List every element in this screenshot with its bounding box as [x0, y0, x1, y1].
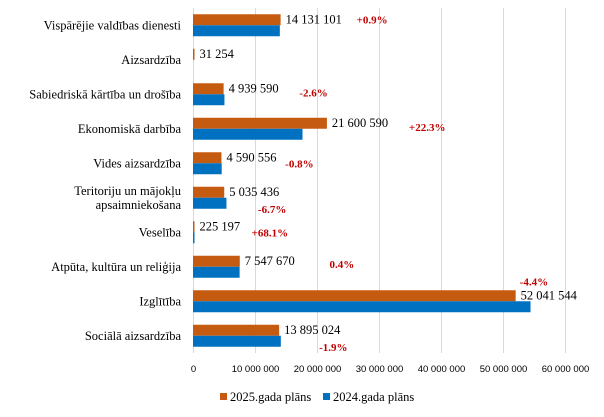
bars	[193, 14, 531, 347]
bar-2025	[193, 255, 240, 267]
legend-swatch	[220, 393, 227, 400]
change-labels: +0.9% -2.6% +22.3% -0.8% -6.7% +68.1% 0.4% -4.4…	[252, 14, 548, 354]
bar-2024	[193, 25, 280, 37]
category-label: Veselība	[139, 225, 182, 239]
bar-2025	[193, 186, 225, 198]
value-label: 225 197	[200, 219, 241, 233]
bar-2025	[193, 221, 195, 233]
category-label: Izglītība	[139, 294, 181, 308]
bar-2024	[193, 266, 240, 278]
x-tick-label: 30 000 000	[356, 364, 404, 375]
bar-2025	[193, 48, 195, 60]
bar-2024	[193, 335, 281, 347]
bar-2025	[193, 290, 516, 302]
value-label: 7 547 670	[245, 254, 295, 268]
value-label: 4 590 556	[226, 150, 276, 164]
bar-2025	[193, 152, 222, 164]
value-label: 52 041 544	[521, 288, 578, 302]
category-label: Teritoriju un mājokļu	[74, 184, 181, 198]
value-label: 5 035 436	[229, 185, 279, 199]
bar-2025	[193, 117, 327, 129]
change-label: -6.7%	[258, 204, 286, 216]
change-label: -1.9%	[319, 342, 347, 354]
category-label: Atpūta, kultūra un reliģija	[51, 260, 181, 274]
bar-2024	[193, 128, 303, 140]
legend-label: 2025.gada plāns	[230, 390, 311, 404]
category-label: Ekonomiskā darbība	[78, 122, 182, 136]
legend-label: 2024.gada plāns	[333, 390, 414, 404]
change-label: +0.9%	[357, 14, 388, 26]
category-label: Vides aizsardzība	[93, 156, 181, 170]
legend: 2025.gada plāns 2024.gada plāns	[220, 390, 414, 404]
value-label: 13 895 024	[284, 323, 341, 337]
x-tick-label: 50 000 000	[480, 364, 528, 375]
category-label: Sabiedriskā kārtība un drošība	[29, 87, 181, 101]
x-tick-label: 60 000 000	[542, 364, 590, 375]
change-label: -4.4%	[520, 276, 548, 288]
x-tick-label: 0	[191, 364, 196, 375]
change-label: 0.4%	[329, 259, 354, 271]
value-label: 21 600 590	[332, 116, 388, 130]
x-tick-label: 40 000 000	[418, 364, 466, 375]
category-label: Aizsardzība	[121, 53, 181, 67]
change-label: -2.6%	[299, 87, 327, 99]
category-labels: Vispārējie valdības dienesti Aizsardzība S…	[29, 18, 181, 343]
category-label: Vispārējie valdības dienesti	[44, 18, 182, 32]
bar-2025	[193, 83, 224, 95]
change-label: +68.1%	[252, 227, 289, 239]
legend-swatch	[323, 393, 330, 400]
x-tick-label: 20 000 000	[294, 364, 342, 375]
value-label: 14 131 101	[286, 12, 342, 26]
bar-2024	[193, 232, 195, 244]
category-label: Sociālā aizsardzība	[85, 329, 182, 343]
value-label: 31 254	[200, 47, 235, 61]
change-label: -0.8%	[285, 158, 313, 170]
bar-2024	[193, 163, 222, 175]
bar-2025	[193, 14, 281, 26]
x-axis-ticks: 0 10 000 000 20 000 000 30 000 000 40 000 00…	[191, 364, 589, 375]
gridlines	[193, 8, 566, 353]
x-tick-label: 10 000 000	[232, 364, 280, 375]
bar-2024	[193, 94, 225, 106]
bar-2024	[193, 301, 531, 313]
bar-2025	[193, 324, 280, 336]
value-labels: 14 131 101 31 254 4 939 590 21 600 590 4 590…	[200, 12, 578, 337]
category-label: apsaimniekošana	[96, 198, 182, 212]
bar-2024	[193, 197, 227, 209]
change-label: +22.3%	[409, 122, 446, 134]
value-label: 4 939 590	[229, 81, 279, 95]
